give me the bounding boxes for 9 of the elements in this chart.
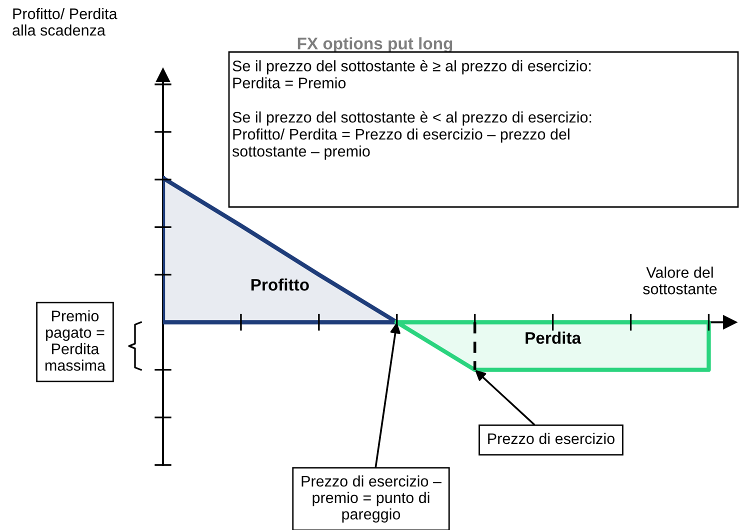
text: Premio pagato = Perdita massima [45,310,106,371]
x-axis-title: Valore del sottostante [643,266,717,294]
text: Prezzo di esercizio [488,432,614,444]
series-label: Profitto [251,278,309,291]
text: Profitto/ Perdita alla scadenza [12,8,118,36]
chart-title: FX options put long [298,37,452,53]
series-label: Perdita [526,332,582,344]
text: Prezzo di esercizio – premio = punto di pareggio [302,475,442,523]
text: Se il prezzo del sottostante è ≥ al prezzo di esercizio: Perdita = Premio Se il prezzo del sottostante è < al prezzo di esercizio: Profitto/ Perdita = Prezzo di esercizio – prezzo del sottostante – premio [232,60,592,160]
